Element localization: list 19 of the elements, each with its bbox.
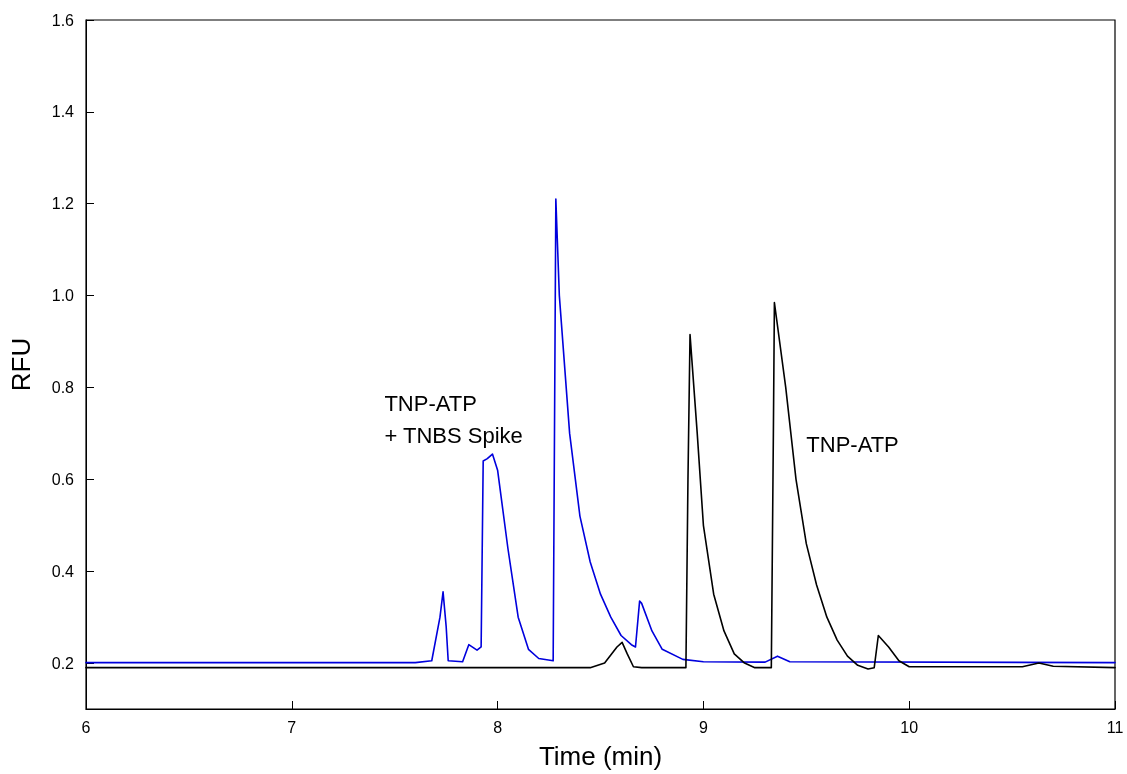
- y-tick-label: 0.8: [51, 378, 75, 396]
- x-tick-label: 8: [493, 718, 503, 736]
- series-label: TNP-ATP + TNBS Spike: [384, 390, 523, 448]
- series-label: TNP-ATP: [806, 432, 899, 458]
- y-tick-label: 1.6: [51, 11, 75, 29]
- y-tick-label: 1.0: [51, 287, 75, 305]
- x-tick-label: 11: [1106, 718, 1124, 736]
- x-tick-label: 9: [698, 718, 708, 736]
- x-tick-label: 7: [287, 718, 297, 736]
- y-axis-title: RFU: [6, 337, 36, 392]
- x-axis-title: Time (min): [538, 741, 663, 771]
- x-tick-label: 10: [900, 718, 919, 736]
- y-tick-label: 1.4: [51, 103, 75, 121]
- x-tick-label: 6: [81, 718, 91, 736]
- y-tick-label: 0.4: [51, 562, 75, 580]
- y-tick-label: 0.6: [51, 470, 75, 488]
- y-tick-label: 0.2: [51, 654, 75, 672]
- y-tick-label: 1.2: [51, 195, 75, 213]
- line-series: [85, 198, 1116, 664]
